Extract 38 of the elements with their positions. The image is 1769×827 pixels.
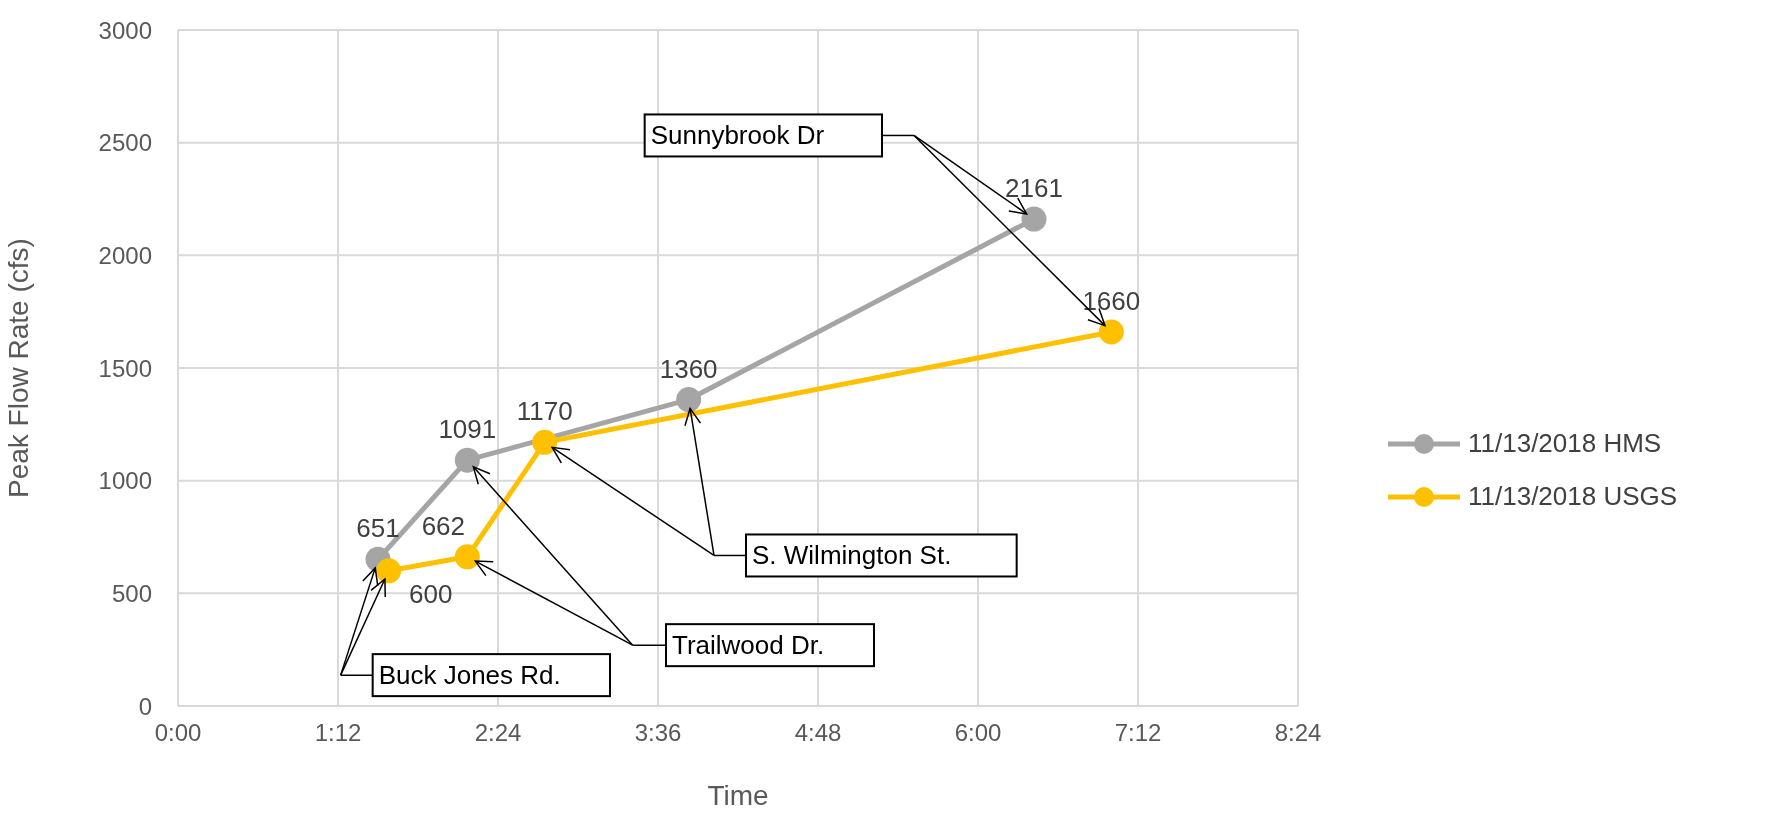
- legend-label: 11/13/2018 USGS: [1468, 481, 1678, 512]
- point: [454, 544, 480, 570]
- y-tick-label: 500: [111, 579, 152, 607]
- x-tick-label: 4:48: [794, 719, 842, 747]
- data-label: 2161: [1005, 173, 1063, 204]
- x-tick-label: 2:24: [474, 719, 522, 747]
- legend-label: 11/13/2018 HMS: [1468, 428, 1662, 459]
- annotation: S. Wilmington St.: [752, 540, 952, 571]
- data-label: 600: [408, 578, 453, 609]
- x-tick-label: 3:36: [634, 719, 682, 747]
- point: [532, 429, 558, 455]
- y-tick-label: 2500: [98, 129, 152, 157]
- data-label: 1660: [1082, 285, 1141, 316]
- point: [676, 387, 702, 413]
- annotation: Trailwood Dr.: [672, 630, 825, 661]
- y-tick-label: 0: [138, 692, 152, 720]
- x-tick-label: 1:12: [314, 719, 362, 747]
- y-tick-label: 2000: [98, 241, 152, 269]
- y-axis-title: Peak Flow Rate (cfs): [2, 238, 34, 498]
- y-tick-label: 1000: [98, 467, 152, 495]
- x-tick-label: 0:00: [154, 719, 202, 747]
- point: [1021, 206, 1047, 232]
- x-axis-title: Time: [707, 780, 769, 811]
- y-tick-label: 1500: [98, 354, 152, 382]
- point: [1098, 319, 1124, 345]
- annotation: Buck Jones Rd.: [378, 660, 561, 691]
- y-tick-label: 3000: [98, 16, 152, 44]
- x-tick-label: 6:00: [954, 719, 1002, 747]
- point: [376, 558, 402, 584]
- data-label: 1170: [516, 396, 573, 427]
- x-tick-label: 8:24: [1274, 719, 1322, 747]
- point: [454, 447, 480, 473]
- x-tick-label: 7:12: [1114, 719, 1162, 747]
- data-label: 651: [356, 513, 400, 544]
- data-label: 1360: [659, 353, 718, 384]
- data-label: 1091: [438, 414, 497, 445]
- annotation: Sunnybrook Dr: [650, 120, 825, 151]
- data-label: 662: [421, 510, 466, 541]
